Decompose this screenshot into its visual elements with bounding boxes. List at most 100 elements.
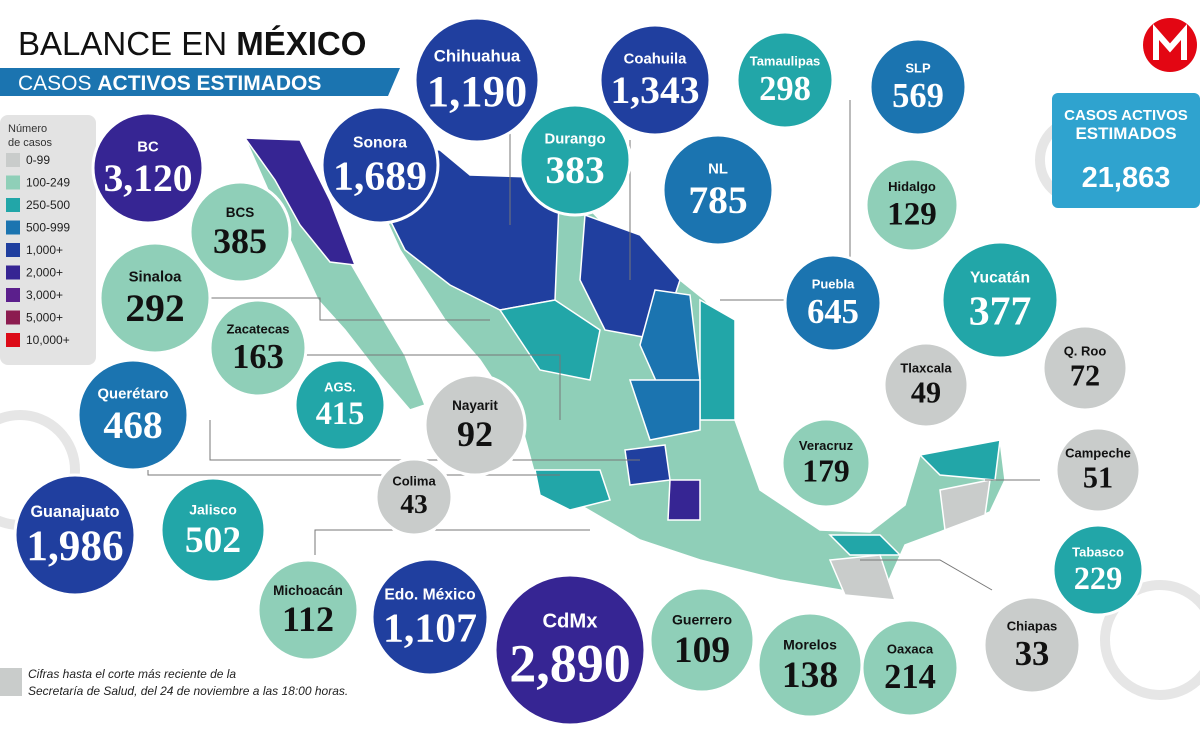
- state-value: 1,689: [333, 153, 427, 199]
- state-name: Q. Roo: [1064, 343, 1107, 358]
- state-name: Veracruz: [799, 438, 854, 453]
- state-value: 1,107: [383, 605, 477, 651]
- state-value: 298: [759, 70, 811, 108]
- state-name: Coahuila: [624, 52, 687, 68]
- state-name: SLP: [905, 61, 931, 76]
- legend-label: 100-249: [26, 176, 70, 190]
- state-name: Michoacán: [273, 583, 343, 598]
- total-label: CASOS ACTIVOS: [1064, 107, 1188, 124]
- legend-title: de casos: [8, 137, 53, 149]
- legend-swatch: [6, 333, 20, 347]
- legend-title: Número: [8, 123, 47, 135]
- state-name: Guerrero: [672, 611, 732, 627]
- state-circle: [1051, 523, 1145, 617]
- footnote-swatch: [0, 668, 22, 696]
- state-value: 72: [1070, 359, 1100, 393]
- state-circle: [423, 373, 527, 477]
- state-name: CdMx: [542, 611, 598, 633]
- state-value: 43: [400, 489, 427, 519]
- state-value: 785: [688, 178, 747, 222]
- state-name: Jalisco: [189, 501, 237, 517]
- state-circle: [293, 358, 387, 452]
- state-value: 1,343: [610, 68, 699, 112]
- state-name: Sonora: [353, 135, 407, 152]
- legend-label: 3,000+: [26, 288, 63, 302]
- state-circle: [370, 557, 490, 677]
- state-circle: [598, 23, 712, 137]
- state-circle: [868, 37, 968, 137]
- total-box: [1052, 93, 1200, 208]
- total-value: 21,863: [1082, 162, 1171, 194]
- state-value: 229: [1074, 561, 1123, 597]
- state-value: 1,986: [26, 523, 123, 570]
- state-value: 33: [1015, 635, 1050, 673]
- state-value: 383: [545, 148, 604, 192]
- state-value: 2,890: [509, 634, 631, 694]
- state-circle: [13, 473, 137, 597]
- state-circle: [661, 133, 775, 247]
- state-value: 214: [884, 658, 936, 696]
- state-circle: [208, 298, 308, 398]
- state-value: 1,190: [427, 66, 527, 116]
- state-circle: [1041, 324, 1129, 412]
- state-value: 645: [807, 293, 859, 331]
- footnote: Secretaría de Salud, del 24 de noviembre…: [28, 684, 348, 698]
- state-name: Chiapas: [1007, 619, 1058, 634]
- state-name: Tabasco: [1072, 545, 1124, 560]
- state-value: 138: [782, 655, 838, 696]
- legend-swatch: [6, 198, 20, 212]
- state-value: 292: [125, 286, 184, 330]
- state-name: AGS.: [324, 380, 356, 395]
- state-circle: [1054, 426, 1142, 514]
- state-circle: [780, 417, 872, 509]
- state-name: Campeche: [1065, 445, 1131, 460]
- subtitle: CASOS ACTIVOS ESTIMADOS: [18, 72, 321, 95]
- state-value: 163: [232, 338, 284, 376]
- legend-label: 5,000+: [26, 311, 63, 325]
- state-value: 109: [674, 630, 730, 671]
- state-circle: [320, 105, 440, 225]
- legend-swatch: [6, 175, 20, 190]
- state-circle: [864, 157, 960, 253]
- legend-label: 2,000+: [26, 266, 63, 280]
- state-value: 377: [969, 288, 1032, 334]
- legend-swatch: [6, 153, 20, 167]
- state-circle: [91, 111, 205, 225]
- state-name: Tlaxcala: [900, 360, 952, 375]
- legend-swatch: [6, 243, 20, 257]
- state-value: 502: [185, 520, 241, 561]
- state-name: Oaxaca: [887, 642, 934, 657]
- title: BALANCE EN MÉXICO: [18, 25, 366, 62]
- state-name: BCS: [226, 205, 255, 220]
- state-name: Zacatecas: [227, 322, 290, 337]
- state-value: 385: [213, 221, 267, 261]
- legend-label: 0-99: [26, 153, 50, 167]
- state-value: 3,120: [103, 156, 192, 200]
- state-name: Nayarit: [452, 398, 498, 413]
- state-name: Querétaro: [98, 387, 169, 403]
- state-circle: [374, 457, 454, 537]
- state-name: Guanajuato: [30, 503, 119, 521]
- state-value: 112: [282, 599, 334, 639]
- footnote: Cifras hasta el corte más reciente de la: [28, 667, 236, 681]
- state-name: Tamaulipas: [750, 54, 821, 69]
- state-value: 415: [316, 396, 365, 432]
- state-name: Colima: [392, 474, 436, 489]
- subtitle-banner: [0, 68, 400, 96]
- state-circle: [783, 253, 883, 353]
- state-circle: [188, 180, 292, 284]
- legend-swatch: [6, 310, 20, 325]
- state-name: Durango: [544, 132, 605, 148]
- state-value: 92: [457, 414, 493, 454]
- legend-panel: [0, 115, 96, 365]
- state-circle: [76, 358, 190, 472]
- map: [243, 137, 1006, 601]
- state-name: Sinaloa: [129, 270, 183, 286]
- state-name: Chihuahua: [434, 46, 521, 65]
- state-value: 129: [887, 195, 937, 232]
- state-value: 179: [802, 453, 850, 488]
- state-name: Puebla: [812, 277, 855, 292]
- state-name: Edo. México: [384, 587, 475, 604]
- state-circle: [256, 558, 360, 662]
